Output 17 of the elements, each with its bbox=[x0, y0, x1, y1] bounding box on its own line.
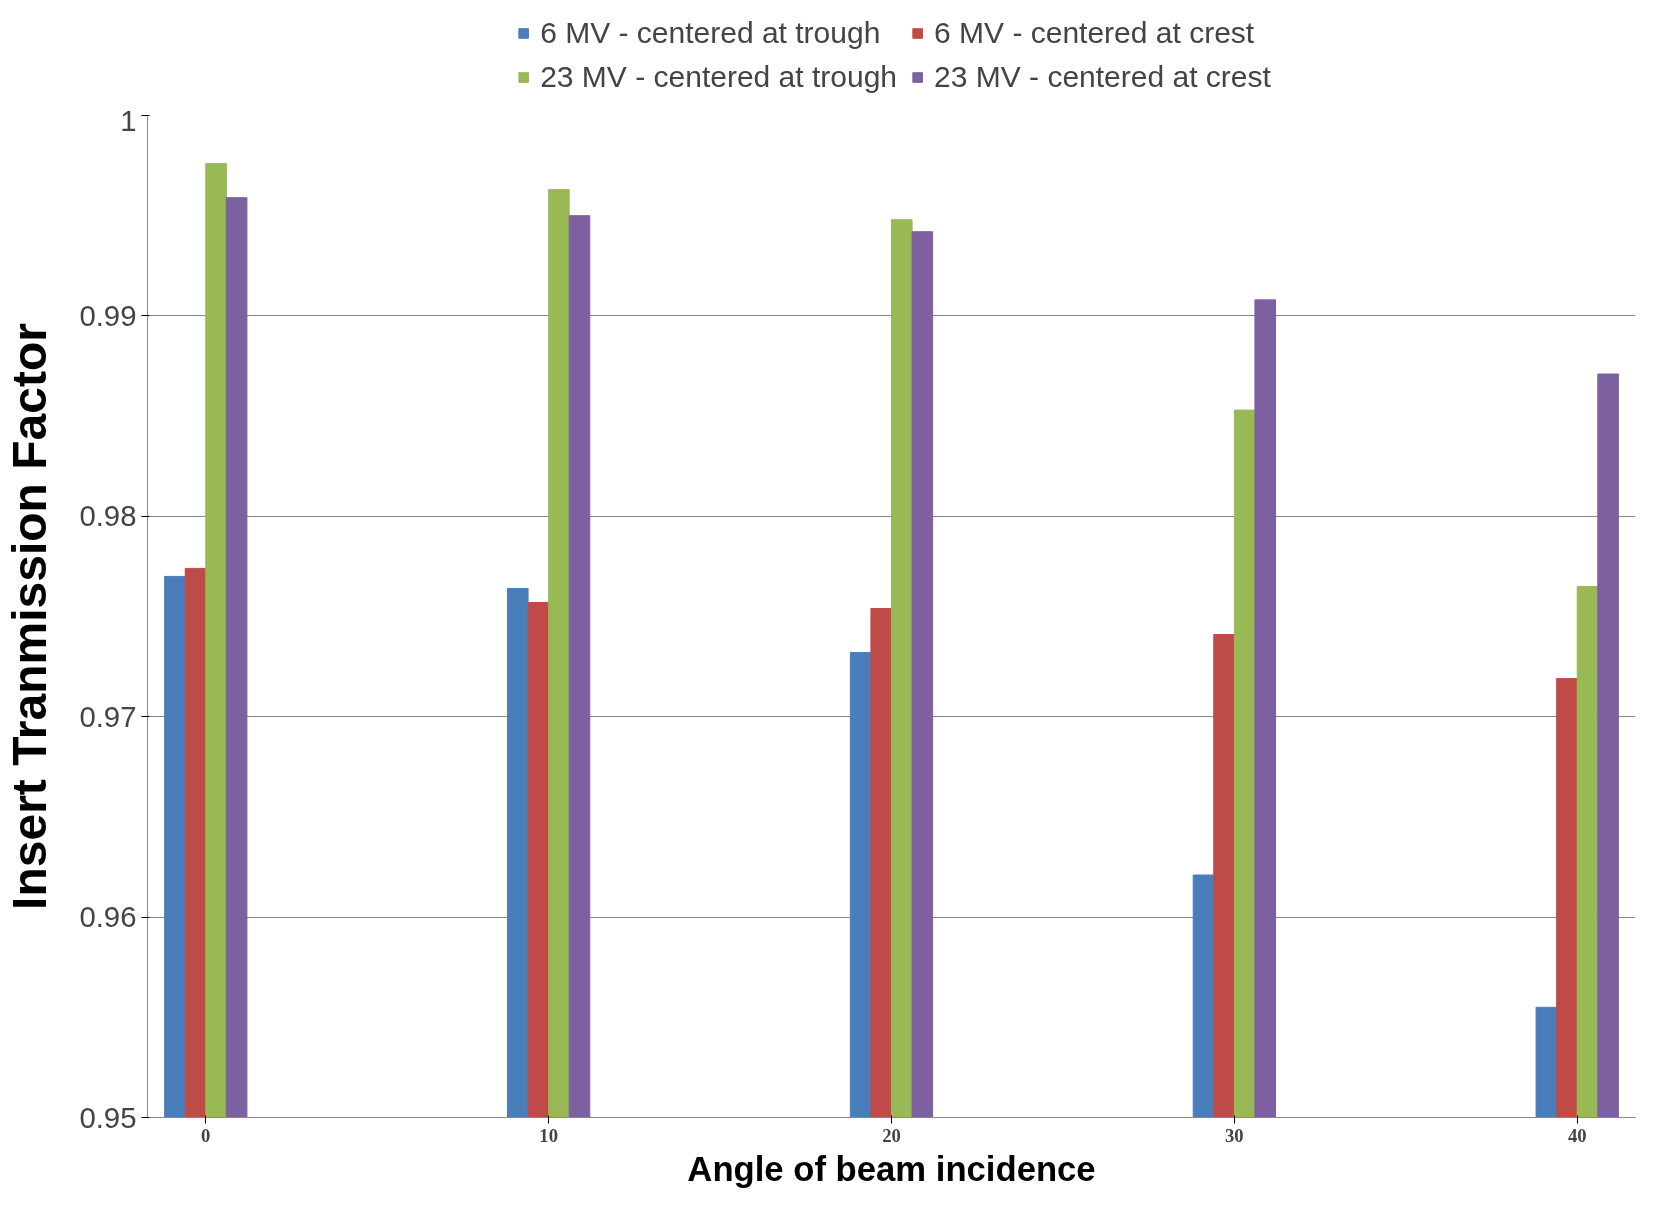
y-tick-label: 0.96 bbox=[79, 900, 137, 934]
y-tick-label: 0.97 bbox=[79, 699, 137, 733]
x-axis-title: Angle of beam incidence bbox=[687, 1149, 1096, 1188]
legend-label: 6 MV - centered at trough bbox=[540, 15, 881, 51]
y-tick-label: 1 bbox=[120, 103, 137, 137]
y-axis-title: Insert Tranmission Factor bbox=[3, 323, 57, 910]
legend-label: 23 MV - centered at crest bbox=[934, 59, 1271, 95]
x-tick-label: 10 bbox=[539, 1124, 558, 1146]
x-tick-label: 20 bbox=[882, 1124, 901, 1146]
x-tick-label: 30 bbox=[1225, 1124, 1244, 1146]
legend-label: 23 MV - centered at trough bbox=[540, 59, 898, 95]
legend-label: 6 MV - centered at crest bbox=[934, 15, 1255, 51]
y-tick-label: 0.95 bbox=[79, 1100, 137, 1134]
y-tick-label: 0.99 bbox=[79, 298, 137, 332]
x-tick-label: 0 bbox=[201, 1124, 211, 1146]
y-tick-label: 0.98 bbox=[79, 499, 137, 533]
x-tick-label: 40 bbox=[1567, 1124, 1587, 1146]
